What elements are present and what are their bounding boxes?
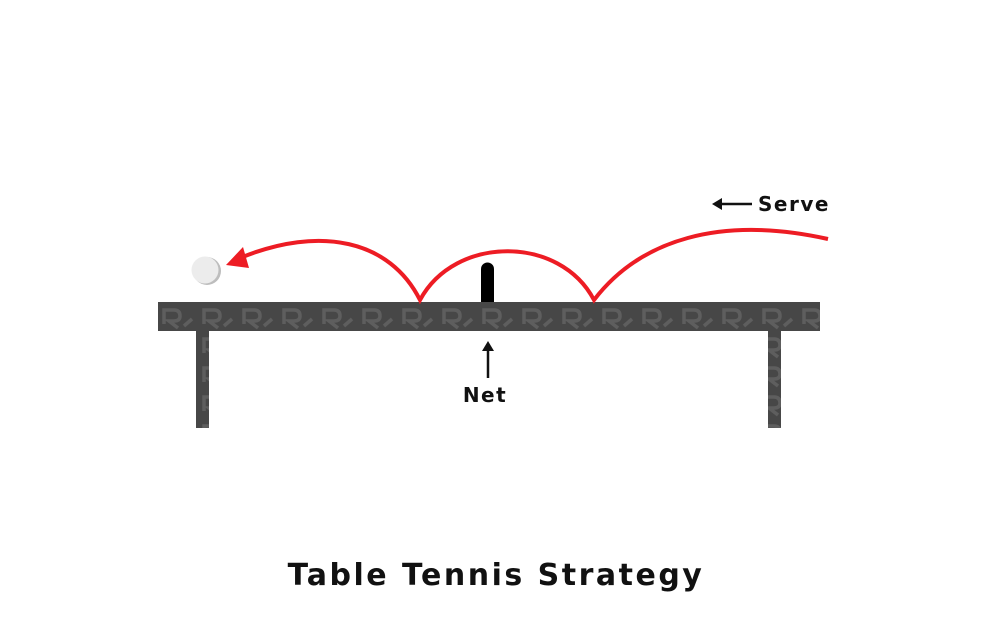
arrow-up-icon (482, 341, 494, 378)
table (158, 302, 820, 428)
serve-label: Serve (758, 192, 830, 216)
table-top (158, 302, 820, 331)
table-leg-left (196, 331, 209, 428)
arrow-left-icon (712, 198, 752, 210)
ball (191, 256, 221, 285)
net (481, 262, 494, 302)
page-title: Table Tennis Strategy (287, 558, 705, 593)
trajectory-arrowhead (226, 247, 249, 268)
ball-trajectory (239, 228, 829, 305)
table-leg-right (768, 331, 781, 428)
net-label: Net (463, 383, 507, 407)
